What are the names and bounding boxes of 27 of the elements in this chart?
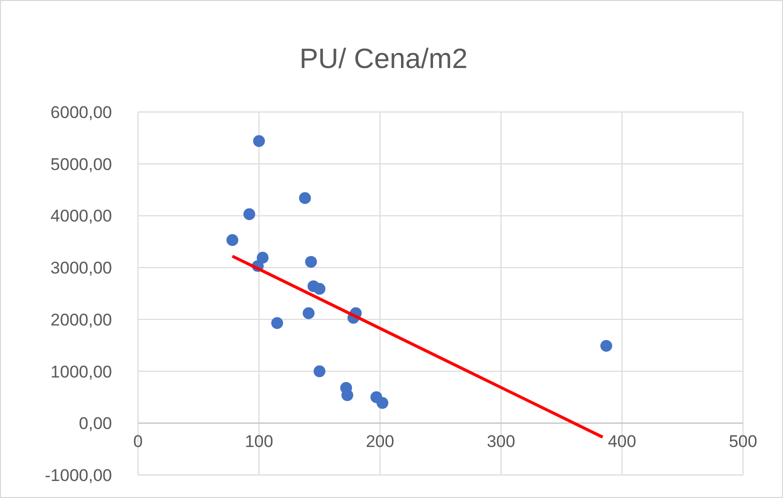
point (600, 340, 612, 352)
point (271, 317, 284, 329)
point (226, 234, 238, 246)
y-tick-label: 3000,00 (50, 258, 112, 278)
point (314, 365, 326, 378)
y-tick-label: 4000,00 (50, 206, 112, 226)
y-tick-label: 6000,00 (50, 103, 112, 122)
point (302, 307, 315, 320)
x-tick-label: 300 (486, 432, 516, 452)
point (299, 192, 311, 204)
x-tick-label: 100 (244, 432, 274, 452)
y-tick-label: 5000,00 (50, 154, 112, 174)
y-tick-label: 0,00 (78, 414, 112, 434)
x-tick-label: 200 (366, 432, 394, 452)
x-tick-label: 0 (133, 432, 143, 452)
y-tick-label: -1000,00 (44, 466, 112, 485)
point (314, 282, 326, 295)
chart-title: PU/ Cena/m2 (299, 43, 468, 74)
point (305, 256, 317, 268)
point (243, 208, 256, 220)
y-tick-label: 2000,00 (50, 310, 112, 330)
point (341, 389, 354, 402)
x-tick-label: 500 (728, 432, 758, 452)
x-tick-label: 400 (608, 432, 636, 452)
y-tick-label: 1000,00 (50, 362, 112, 382)
point (376, 397, 388, 409)
point (253, 135, 265, 147)
